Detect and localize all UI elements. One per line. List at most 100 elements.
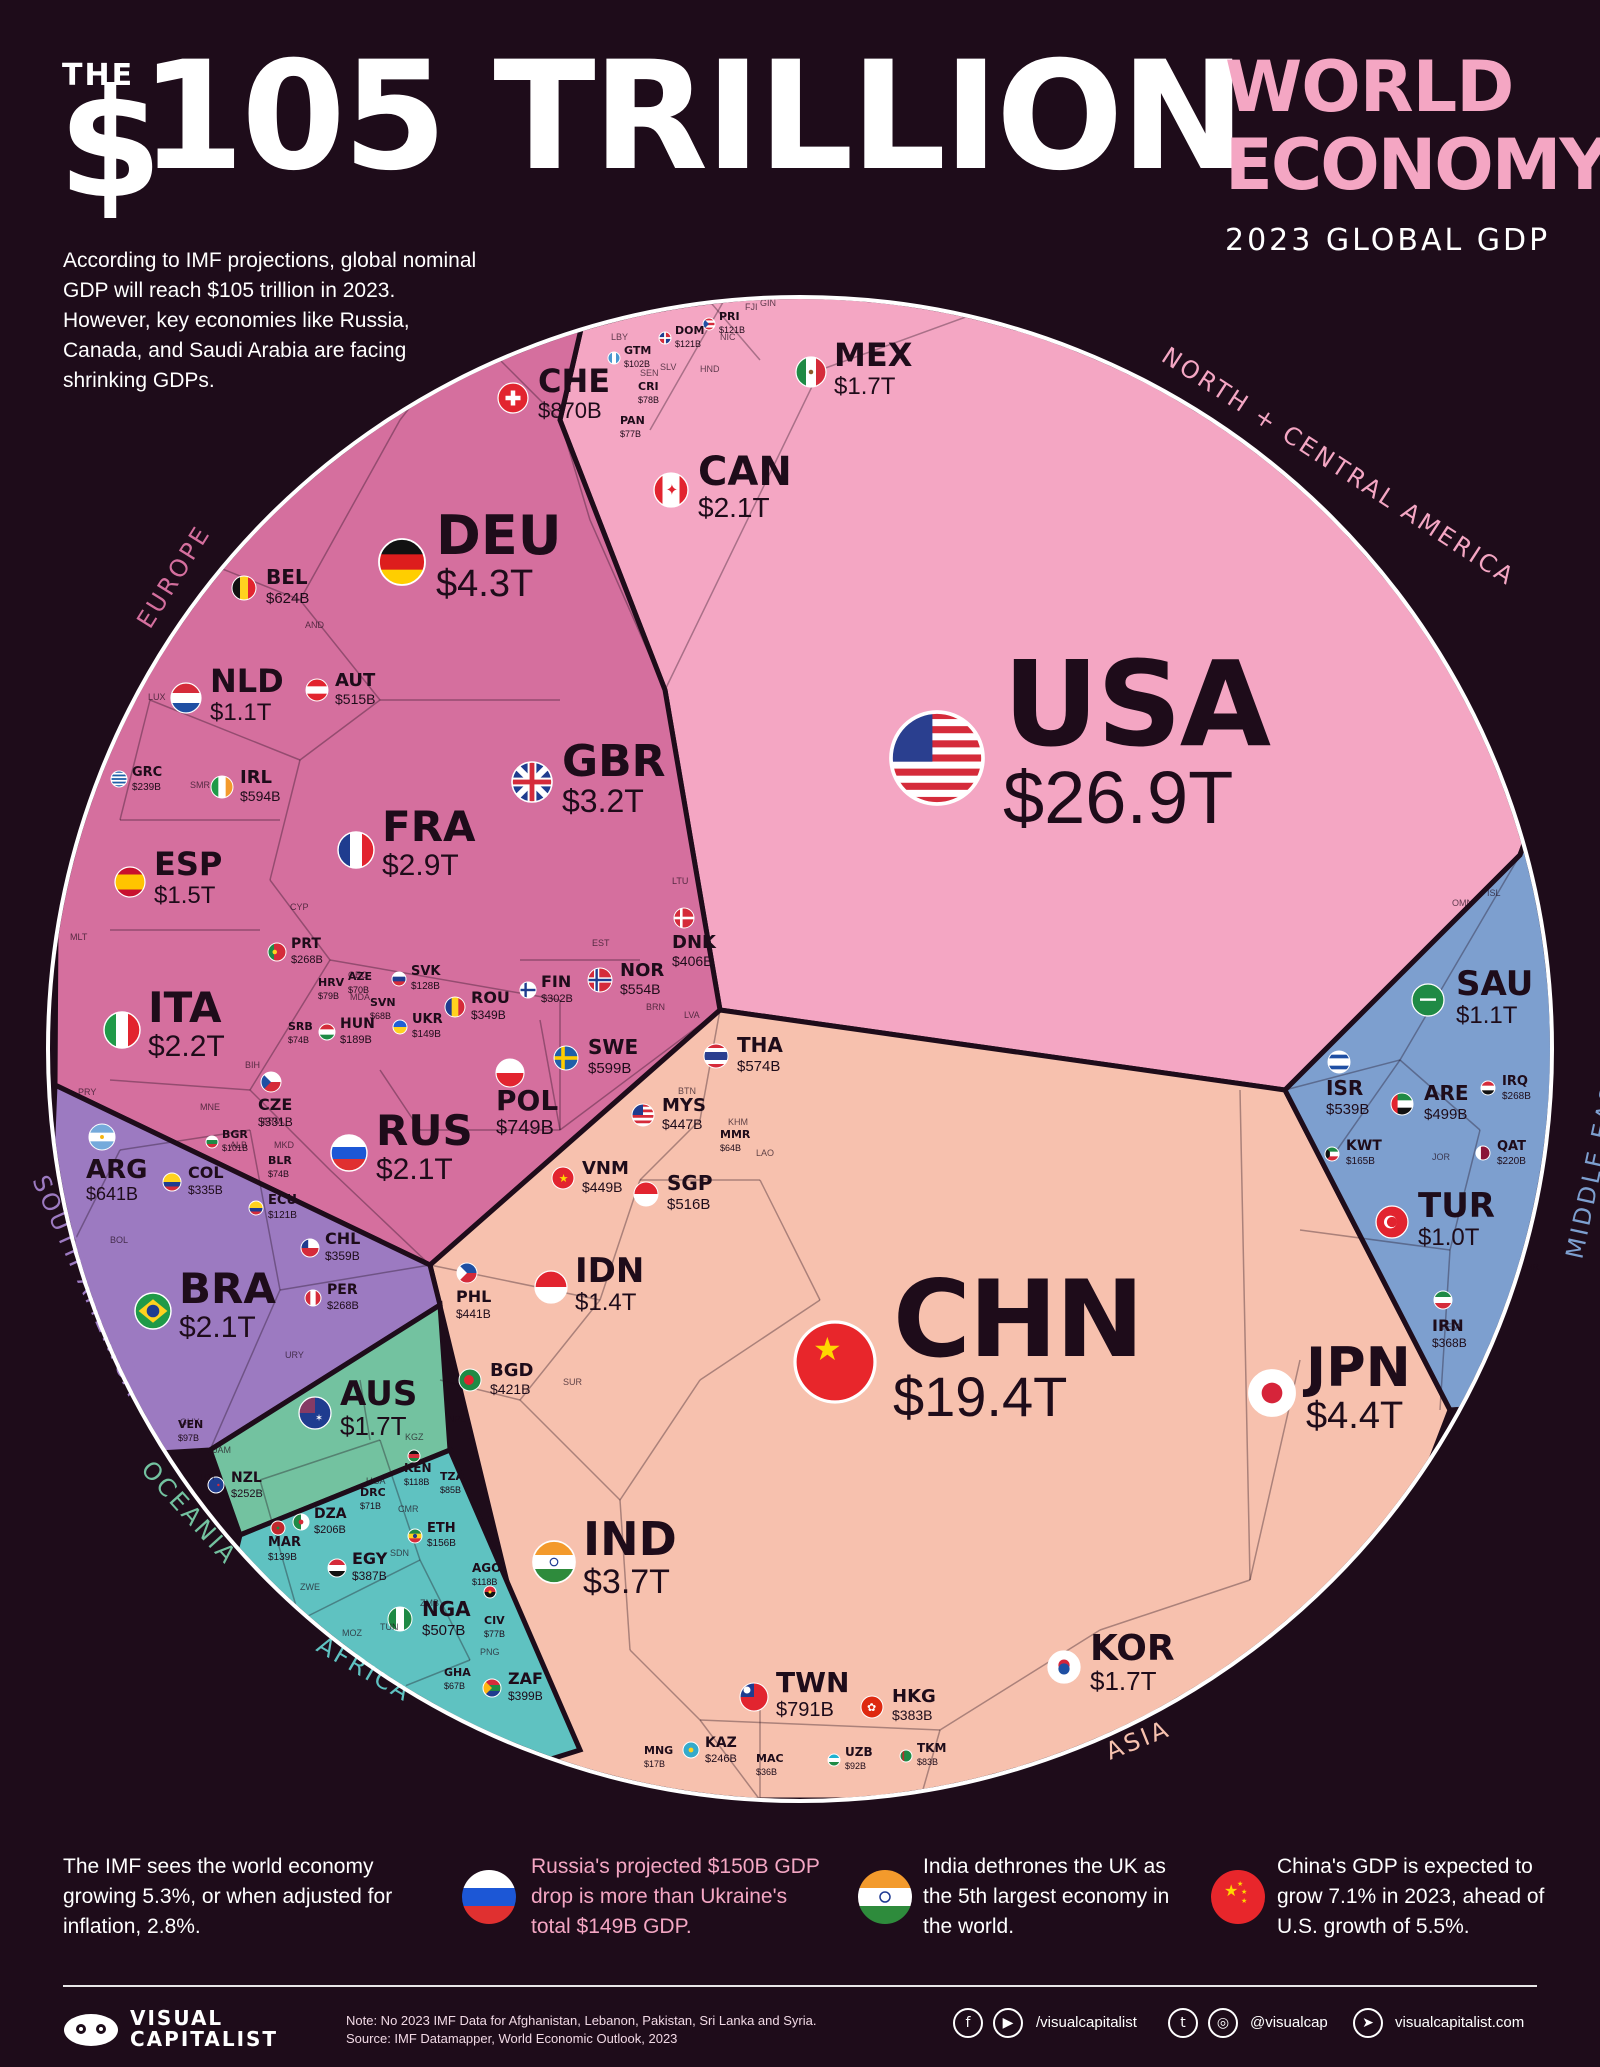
country-code-label: DRC <box>360 1486 386 1499</box>
page-title: 105 TRILLION <box>140 30 1246 204</box>
cell-boundary <box>259 1479 301 1621</box>
philippines-flag-icon <box>456 1262 478 1284</box>
visual-capitalist-logo-icon[interactable] <box>62 2006 120 2048</box>
country-gdp-value: $515B <box>335 691 375 707</box>
country-cell-nga: NGA$507B <box>387 1597 471 1639</box>
social-handle-facebook-youtube[interactable]: /visualcapitalist <box>1036 2014 1137 2031</box>
netherlands-flag-icon <box>170 682 202 714</box>
country-cell-jpn: JPN$4.4T <box>1248 1336 1411 1437</box>
title-economy: ECONOMY <box>1225 124 1600 206</box>
country-cell-prt: PRT $268B <box>267 936 323 966</box>
cell-boundary <box>299 599 381 701</box>
social-handle-twitter-instagram[interactable]: @visualcap <box>1250 2014 1328 2031</box>
country-code-label: SRB <box>288 1020 313 1033</box>
country-cell-mar: MAR $139B <box>268 1520 301 1563</box>
cell-boundary <box>119 699 151 821</box>
country-gdp-value: $70B <box>348 985 369 995</box>
website-link[interactable]: visualcapitalist.com <box>1395 2014 1525 2031</box>
colombia-flag-icon <box>162 1172 182 1192</box>
country-gdp-value: $1.4T <box>575 1289 637 1316</box>
svg-text:★: ★ <box>1237 1880 1243 1888</box>
iraq-flag-icon <box>1480 1080 1496 1096</box>
svg-text:★: ★ <box>1224 1881 1238 1900</box>
country-code-label: IRQ <box>1502 1074 1528 1089</box>
country-code-label: CHN <box>893 1258 1142 1381</box>
india-flag-icon <box>858 1870 912 1924</box>
ukraine-flag-icon <box>392 1019 408 1035</box>
algeria-flag-icon <box>292 1513 310 1531</box>
cell-boundary <box>919 1729 941 1799</box>
country-code-label: TUR <box>1418 1186 1495 1226</box>
country-gdp-value: $1.5T <box>154 882 216 909</box>
country-gdp-value: $447B <box>662 1116 702 1132</box>
country-cell-rou: ROU$349B <box>444 988 510 1022</box>
country-code-label: UKR <box>412 1012 443 1027</box>
country-cell-kor: KOR$1.7T <box>1047 1628 1175 1696</box>
india-flag-icon <box>532 1540 576 1584</box>
turkmenistan-flag-icon <box>899 1749 913 1763</box>
cell-boundary <box>279 1264 431 1291</box>
country-code-label: ESP <box>154 845 222 883</box>
youtube-icon[interactable]: ▶ <box>993 2008 1023 2038</box>
country-code-label: PRI <box>719 310 740 323</box>
italy-flag-icon <box>103 1011 141 1049</box>
country-gdp-value: $302B <box>541 993 573 1005</box>
country-code-label: SVN <box>370 996 396 1009</box>
country-gdp-value: $79B <box>318 991 339 1001</box>
country-gdp-value: $4.4T <box>1306 1395 1403 1437</box>
svg-text:✿: ✿ <box>867 1701 876 1714</box>
country-gdp-value: $246B <box>705 1753 737 1765</box>
norway-flag-icon <box>587 967 613 993</box>
small-country-label: BHR <box>1520 1262 1540 1272</box>
cell-boundary <box>619 1499 631 1651</box>
country-code-label: MAR <box>268 1535 301 1550</box>
country-code-label: PHL <box>456 1287 491 1306</box>
egypt-flag-icon <box>327 1558 347 1578</box>
country-code-label: VNM <box>582 1158 629 1179</box>
small-country-label: JOR <box>1432 1152 1451 1162</box>
country-cell-nld: NLD$1.1T <box>170 662 284 726</box>
country-code-label: TWN <box>776 1666 849 1699</box>
visual-capitalist-logo-text[interactable]: VISUAL CAPITALIST <box>130 2008 278 2050</box>
country-cell-uzb: UZB $92B <box>827 1745 873 1771</box>
cell-boundary <box>599 1179 641 1301</box>
country-code-label: POL <box>496 1084 558 1117</box>
country-cell-ago: AGO $118B <box>472 1561 501 1599</box>
uk-flag-icon <box>511 761 553 803</box>
facebook-icon[interactable]: f <box>953 2008 983 2038</box>
country-cell-hun: HUN $189B <box>318 1016 375 1046</box>
country-cell-esp: ESP$1.5T <box>114 845 222 909</box>
cell-boundary <box>664 369 821 691</box>
country-cell-dom: DOM $121B <box>658 324 704 349</box>
new-zealand-flag-icon <box>207 1476 225 1494</box>
country-code-label: ITA <box>148 983 222 1032</box>
cursor-icon[interactable]: ➤ <box>1353 2008 1383 2038</box>
twitter-icon[interactable]: t <box>1168 2008 1198 2038</box>
country-gdp-value: $206B <box>314 1524 346 1536</box>
cell-boundary <box>519 1399 621 1501</box>
usa-flag-icon <box>889 710 985 806</box>
svg-text:★: ★ <box>1241 1888 1247 1896</box>
small-country-label: JAM <box>213 1445 231 1455</box>
country-cell-egy: EGY$387B <box>327 1549 388 1583</box>
small-country-label: KGZ <box>405 1432 424 1442</box>
country-gdp-value: $387B <box>352 1569 387 1583</box>
country-gdp-value: $121B <box>268 1210 297 1221</box>
country-gdp-value: $507B <box>422 1622 465 1639</box>
instagram-icon[interactable]: ◎ <box>1208 2008 1238 2038</box>
country-code-label: AUT <box>335 670 376 691</box>
country-gdp-value: $189B <box>340 1034 372 1046</box>
bulgaria-flag-icon <box>205 1135 219 1149</box>
country-gdp-value: $2.1T <box>179 1311 256 1344</box>
cell-boundary <box>329 1169 431 1266</box>
country-code-label: CHL <box>325 1229 360 1248</box>
small-country-label: BTN <box>678 1086 696 1096</box>
country-cell-cri: CRI $78B <box>638 380 659 405</box>
small-country-label: URY <box>285 1350 304 1360</box>
cell-boundary <box>1399 854 1521 1061</box>
country-code-label: AZE <box>348 970 372 983</box>
country-code-label: AGO <box>472 1561 501 1575</box>
country-cell-usa: USA$26.9T <box>889 635 1273 839</box>
logo-line-2: CAPITALIST <box>130 2027 279 2051</box>
